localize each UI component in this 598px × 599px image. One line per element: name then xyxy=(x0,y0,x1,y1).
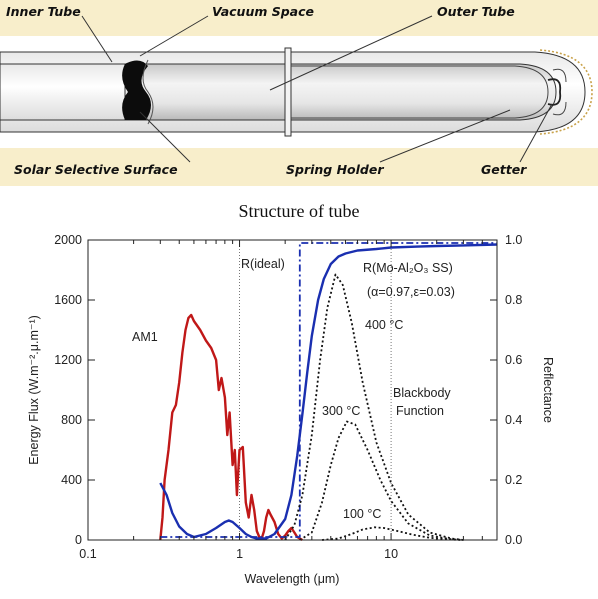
y-right-tick-label: 0.2 xyxy=(505,473,522,487)
y-right-tick-label: 1.0 xyxy=(505,233,522,247)
getter-detail xyxy=(552,68,567,116)
y-left-tick-label: 1600 xyxy=(54,293,82,307)
leader-outer-tube xyxy=(269,15,433,91)
tube-structure-diagram: Inner Tube Vacuum Space Outer Tube Solar… xyxy=(0,0,598,186)
figure-caption: Structure of tube xyxy=(238,201,360,221)
coating-edge xyxy=(142,59,154,125)
label-spring-holder: Spring Holder xyxy=(286,162,384,177)
label-getter: Getter xyxy=(481,162,527,177)
y-right-tick-label: 0.6 xyxy=(505,353,522,367)
spring-holder-ring xyxy=(284,47,292,137)
series-300-c xyxy=(299,420,464,541)
y-left-tick-label: 1200 xyxy=(54,353,82,367)
y-left-tick-label: 800 xyxy=(61,413,82,427)
annotation-400c: 400 °C xyxy=(365,318,403,332)
chart-series xyxy=(159,242,498,542)
y-right-tick-label: 0.8 xyxy=(505,293,522,307)
y-left-tick-label: 2000 xyxy=(54,233,82,247)
annotation-blackbody: Blackbody xyxy=(393,386,451,400)
x-tick-label: 0.1 xyxy=(79,547,96,561)
inner-tube-end xyxy=(0,63,126,121)
annotation-am1: AM1 xyxy=(132,330,158,344)
leader-getter xyxy=(519,103,553,163)
plot-frame xyxy=(87,239,498,541)
y-right-tick-label: 0.0 xyxy=(505,533,522,547)
chart-grid xyxy=(239,240,392,540)
label-inner-tube: Inner Tube xyxy=(6,4,81,19)
x-tick-label: 1 xyxy=(236,547,243,561)
solar-selective-surface xyxy=(122,60,151,120)
spring-holder xyxy=(291,65,549,119)
y-left-tick-label: 0 xyxy=(75,533,82,547)
spectral-chart: 0.1 1 10 0 400 800 1200 1600 2000 0.0 0.2 0.4 0.6 0.8… xyxy=(27,233,555,586)
annotation-300c: 300 °C xyxy=(322,404,360,418)
label-solar-selective-surface: Solar Selective Surface xyxy=(14,162,178,177)
series-am1 xyxy=(159,313,303,542)
series-r-mo-al-o-ss xyxy=(159,243,498,540)
label-outer-tube: Outer Tube xyxy=(437,4,515,19)
annotation-params: (α=0.97,ε=0.03) xyxy=(367,285,455,299)
annotation-100c: 100 °C xyxy=(343,507,381,521)
leader-spring-holder xyxy=(379,109,511,163)
label-vacuum-space: Vacuum Space xyxy=(212,4,314,19)
leader-inner-tube xyxy=(81,15,113,63)
series-100-c xyxy=(321,526,464,541)
x-tick-label: 10 xyxy=(384,547,398,561)
annotation-function: Function xyxy=(396,404,444,418)
getter xyxy=(547,78,562,106)
x-axis-label: Wavelength (μm) xyxy=(245,572,340,586)
y-right-tick-label: 0.4 xyxy=(505,413,522,427)
series-r-ideal xyxy=(160,242,497,538)
leader-solar-surface xyxy=(139,111,191,163)
y-axis-right-label: Reflectance xyxy=(541,357,555,423)
y-axis-left-label: Energy Flux (W.m⁻².μ.m⁻¹) xyxy=(27,315,41,465)
label-band-top xyxy=(0,0,598,36)
annotation-r-ideal: R(ideal) xyxy=(241,257,285,271)
label-band-bottom xyxy=(0,148,598,186)
leader-vacuum-space xyxy=(139,15,209,57)
y-left-tick-label: 400 xyxy=(61,473,82,487)
chart-ticks: 0.1 1 10 0 400 800 1200 1600 2000 0.0 0.2 0.4 0.6 0.8… xyxy=(54,233,522,561)
annotation-r-mo: R(Mo-Al₂O₃ SS) xyxy=(363,261,453,275)
